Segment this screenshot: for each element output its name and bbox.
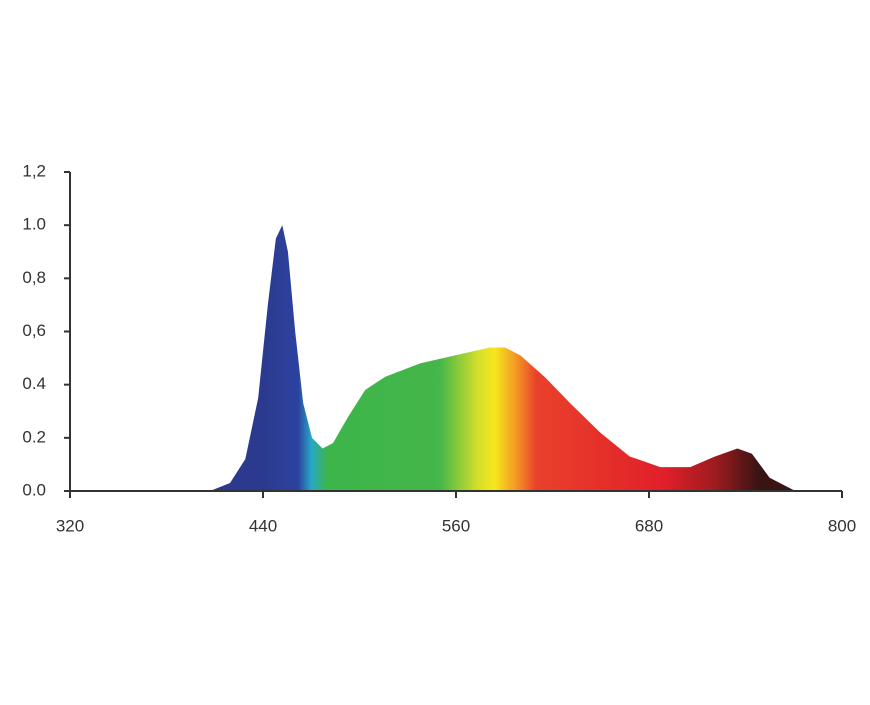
y-tick-label: 1,2 bbox=[22, 161, 46, 180]
x-tick-label: 680 bbox=[635, 516, 663, 535]
spectrum-area bbox=[209, 225, 796, 491]
x-tick-label: 560 bbox=[442, 516, 470, 535]
y-tick-label: 0.0 bbox=[22, 480, 46, 499]
x-tick-label: 440 bbox=[249, 516, 277, 535]
y-tick-label: 0,6 bbox=[22, 321, 46, 340]
x-tick-label: 800 bbox=[828, 516, 856, 535]
y-tick-label: 0.2 bbox=[22, 427, 46, 446]
x-tick-label: 320 bbox=[56, 516, 84, 535]
y-tick-label: 1.0 bbox=[22, 215, 46, 234]
y-tick-label: 0,8 bbox=[22, 268, 46, 287]
y-tick-label: 0.4 bbox=[22, 374, 46, 393]
